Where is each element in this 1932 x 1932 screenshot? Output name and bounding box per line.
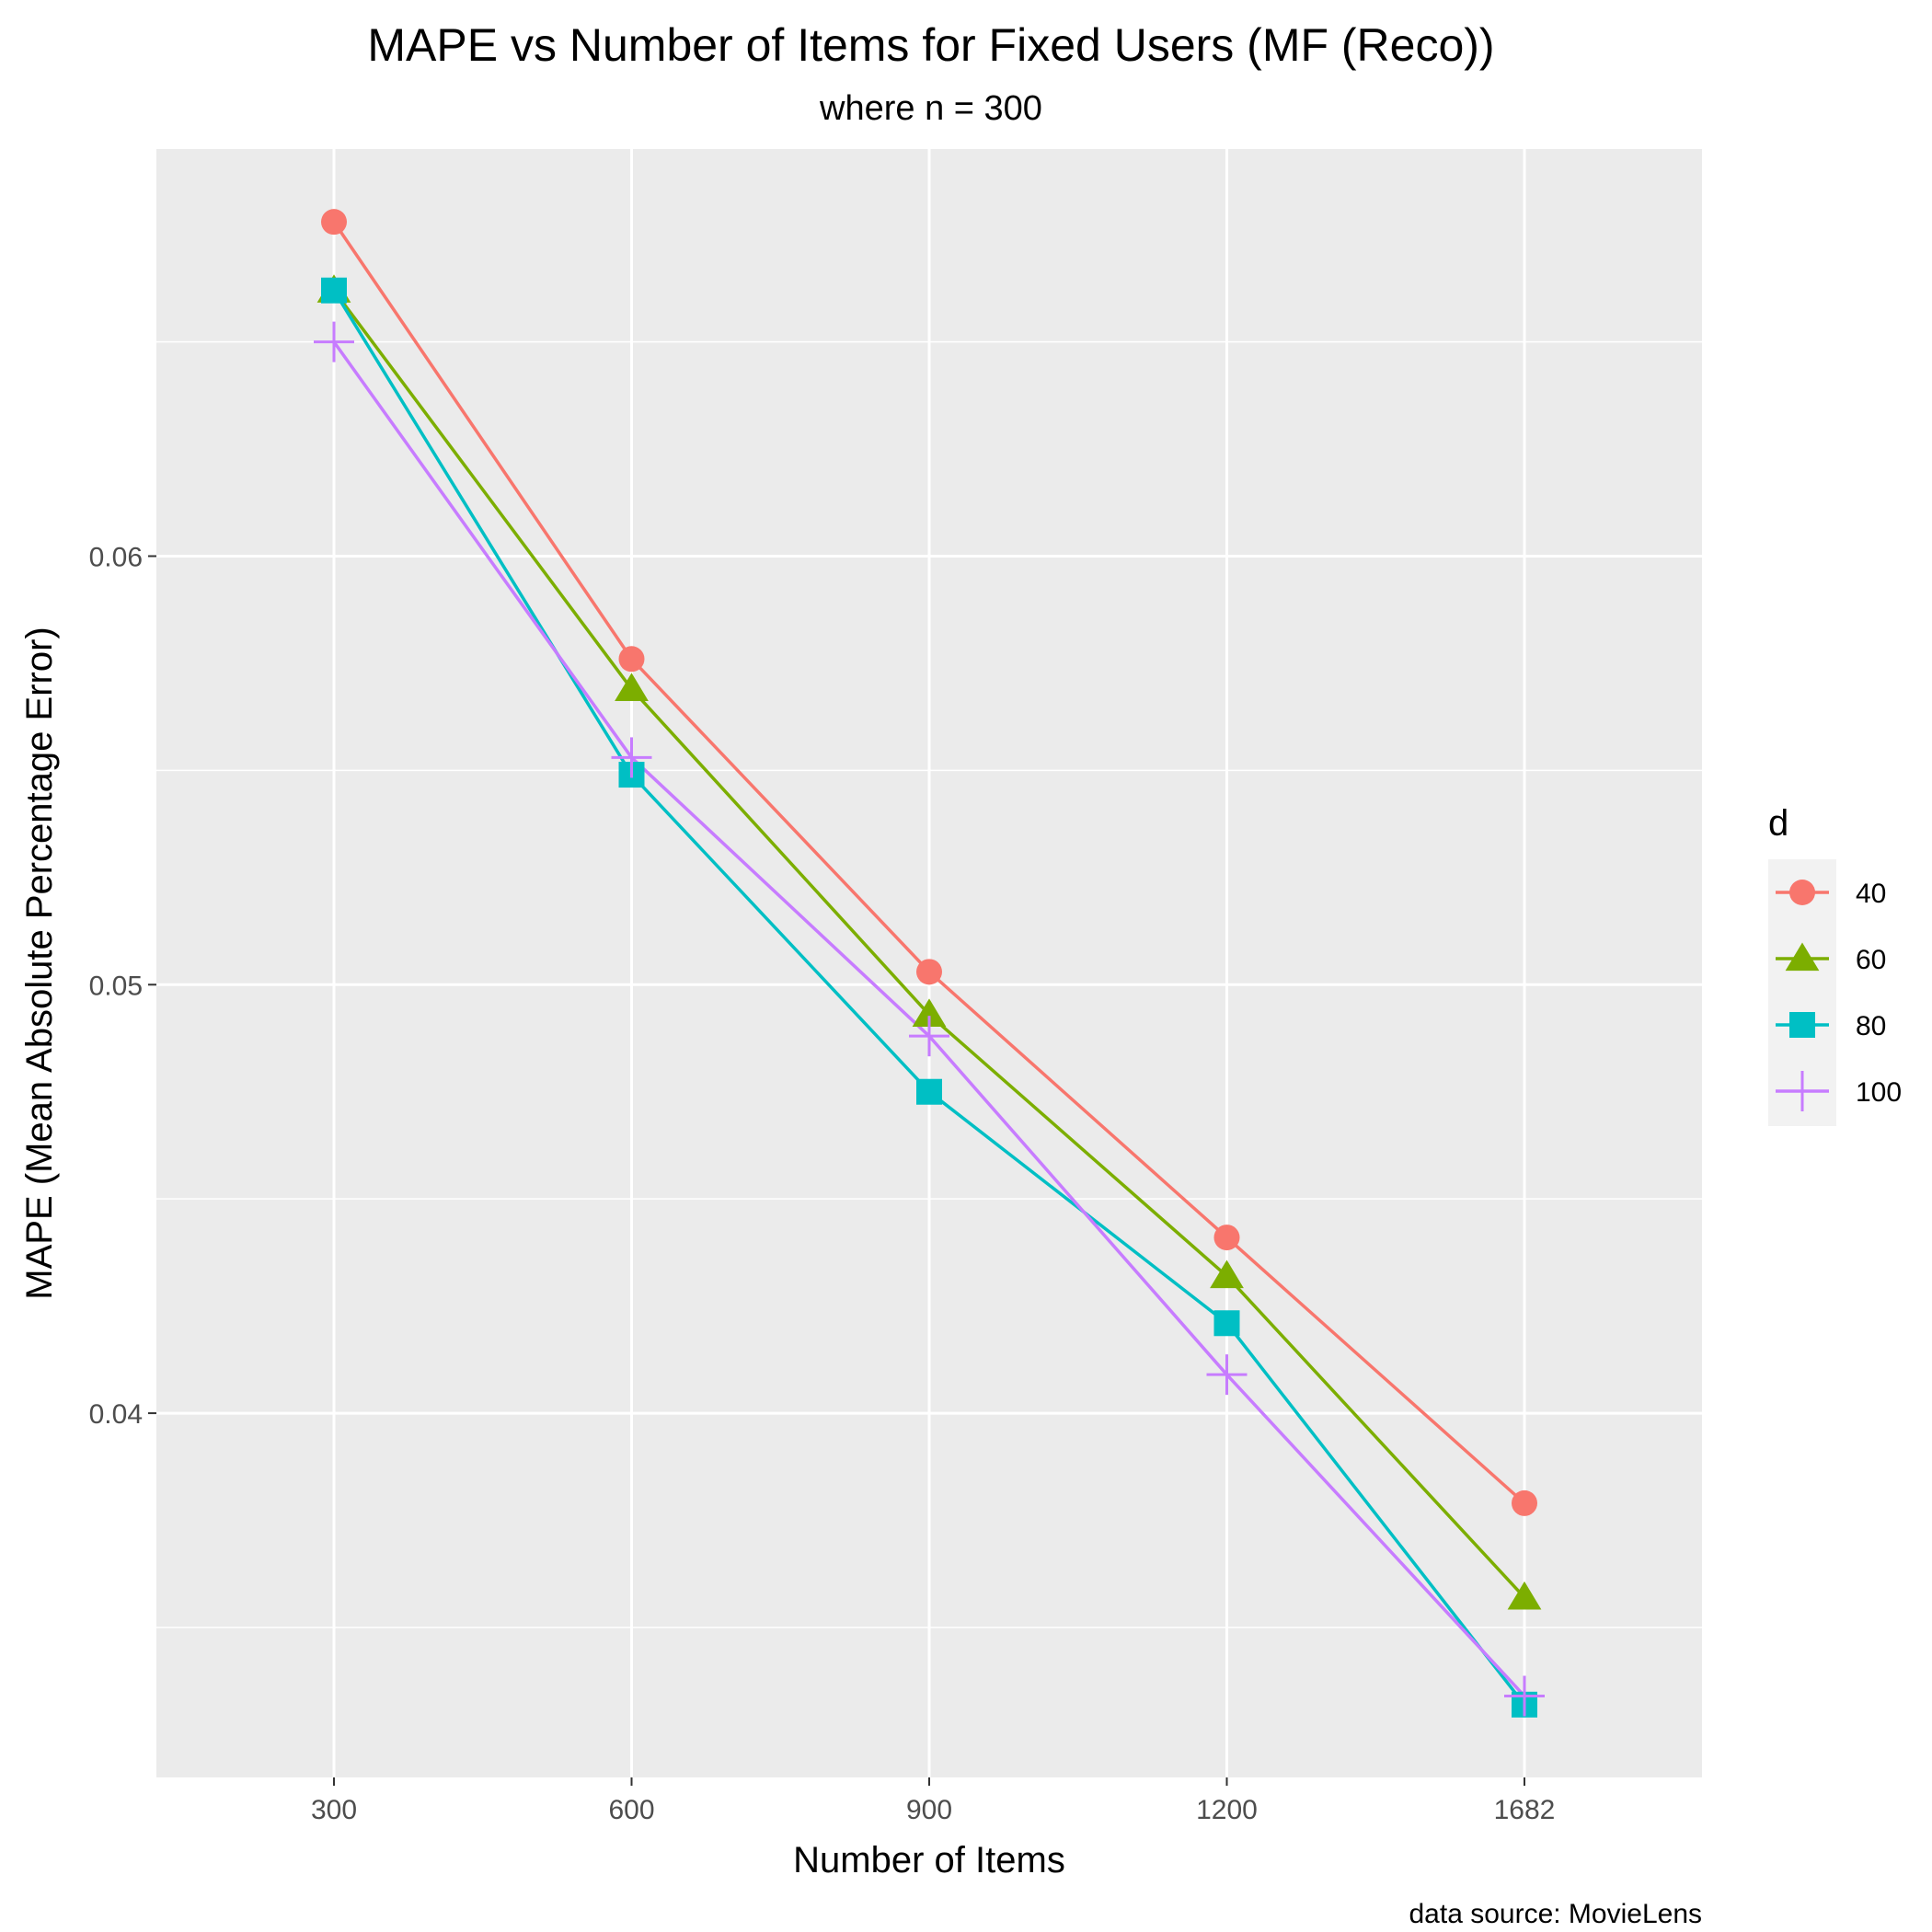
legend-key-plus-icon — [1782, 1071, 1823, 1111]
x-tick-label: 300 — [311, 1795, 357, 1825]
y-tick-label: 0.04 — [89, 1399, 143, 1430]
x-tick-label: 900 — [906, 1795, 952, 1825]
x-axis-ticks: 300 600 900 1200 1682 — [311, 1777, 1555, 1825]
chart-caption: data source: MovieLens — [1409, 1899, 1702, 1929]
chart-title: MAPE vs Number of Items for Fixed Users … — [367, 19, 1494, 71]
x-tick-label: 1682 — [1494, 1795, 1556, 1825]
legend-label: 100 — [1856, 1077, 1902, 1108]
chart-subtitle: where n = 300 — [819, 89, 1042, 128]
data-point-d100 — [314, 321, 354, 362]
legend-label: 80 — [1856, 1011, 1886, 1041]
data-point-d100 — [1206, 1354, 1248, 1396]
data-point-d60 — [1507, 1581, 1542, 1610]
data-point-d80 — [916, 1078, 942, 1105]
y-axis-ticks: 0.04 0.05 0.06 — [89, 543, 156, 1430]
data-point-d40 — [1512, 1489, 1537, 1516]
data-point-d80 — [1213, 1310, 1240, 1337]
legend-key-circle-icon — [1789, 880, 1815, 905]
x-tick-label: 600 — [608, 1795, 654, 1825]
data-point-d40 — [916, 959, 942, 985]
data-point-d60 — [615, 673, 649, 702]
data-point-d100 — [611, 737, 652, 778]
data-point-d100 — [909, 1016, 949, 1057]
x-axis-title: Number of Items — [793, 1840, 1065, 1880]
legend: 40 60 80 100 — [1776, 879, 1902, 1111]
legend-label: 40 — [1856, 879, 1886, 909]
y-axis-title: MAPE (Mean Absolute Percentage Error) — [19, 627, 60, 1299]
data-point-d40 — [1213, 1225, 1240, 1251]
data-point-d100 — [1504, 1675, 1545, 1717]
legend-title: d — [1768, 803, 1788, 844]
series-points — [314, 209, 1545, 1718]
data-point-d80 — [321, 277, 347, 304]
y-tick-label: 0.05 — [89, 971, 143, 1001]
legend-key-square-icon — [1789, 1012, 1815, 1038]
legend-key-triangle-icon — [1785, 942, 1820, 972]
y-tick-label: 0.06 — [89, 543, 143, 573]
x-tick-label: 1200 — [1196, 1795, 1258, 1825]
data-point-d40 — [618, 646, 645, 673]
legend-label: 60 — [1856, 945, 1886, 975]
data-point-d40 — [321, 209, 347, 236]
data-point-d60 — [1210, 1259, 1244, 1289]
data-point-d60 — [912, 998, 947, 1028]
